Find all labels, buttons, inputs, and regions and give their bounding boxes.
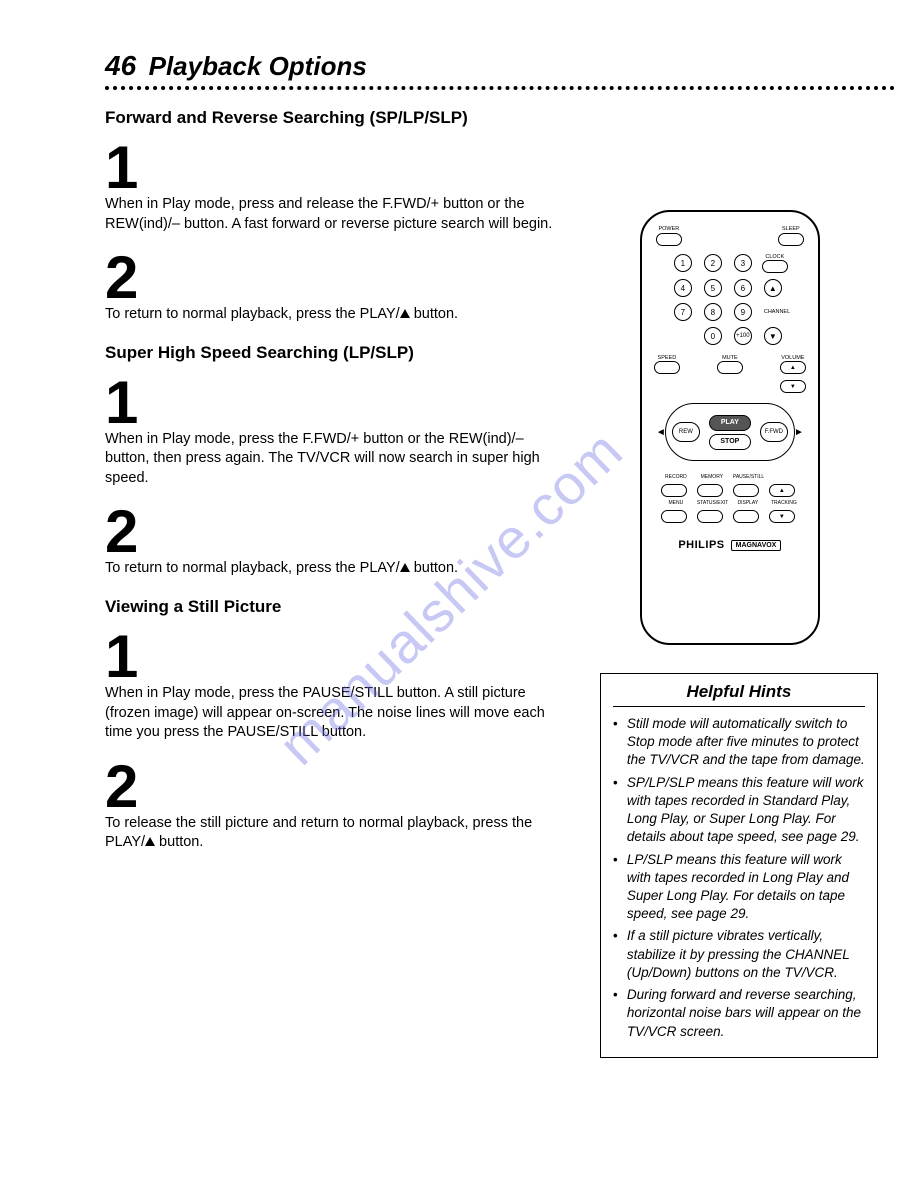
status-label: STATUS/EXIT xyxy=(697,501,727,506)
step-number: 2 xyxy=(105,506,572,557)
channel-label: CHANNEL xyxy=(764,309,786,315)
record-label: RECORD xyxy=(661,475,691,480)
step-text: To return to normal playback, press the … xyxy=(105,305,572,325)
step-text: When in Play mode, press the F.FWD/+ but… xyxy=(105,430,572,489)
instructions-column: Forward and Reverse Searching (SP/LP/SLP… xyxy=(105,100,572,1058)
hint-item: During forward and reverse searching, ho… xyxy=(613,986,865,1041)
tracking-label: TRACKING xyxy=(769,501,799,506)
play-triangle-icon xyxy=(145,837,155,846)
sleep-label: SLEEP xyxy=(782,226,800,232)
play-triangle-icon xyxy=(400,309,410,318)
step-text-pre: To return to normal playback, press the … xyxy=(105,560,400,576)
num-7: 7 xyxy=(674,303,692,321)
transport-dpad: ◄ REW PLAY STOP F.FWD ► xyxy=(665,403,795,461)
step-text-post: button. xyxy=(410,306,458,322)
hint-item: SP/LP/SLP means this feature will work w… xyxy=(613,774,865,847)
page-title: Playback Options xyxy=(149,51,367,81)
num-9: 9 xyxy=(734,303,752,321)
brand-row: PHILIPS MAGNAVOX xyxy=(678,539,781,551)
vol-down: ▼ xyxy=(780,380,806,393)
step-number: 2 xyxy=(105,761,572,812)
ch-up: ▲ xyxy=(764,279,782,297)
hint-item: LP/SLP means this feature will work with… xyxy=(613,851,865,924)
play-triangle-icon xyxy=(400,563,410,572)
step-text: When in Play mode, press and release the… xyxy=(105,195,572,234)
step-number: 1 xyxy=(105,377,572,428)
header-rule xyxy=(105,86,895,90)
content-area: Forward and Reverse Searching (SP/LP/SLP… xyxy=(105,100,878,1058)
sleep-button xyxy=(778,233,804,246)
lower-button-grid: RECORD MEMORY PAUSE/STILL ▲ MENU STATUS/… xyxy=(661,475,799,523)
plus100-button: +100 xyxy=(734,327,752,345)
track-down: ▼ xyxy=(769,510,795,523)
memory-label: MEMORY xyxy=(697,475,727,480)
track-up: ▲ xyxy=(769,484,795,497)
num-0: 0 xyxy=(704,327,722,345)
hints-title: Helpful Hints xyxy=(613,682,865,707)
status-button xyxy=(697,510,723,523)
num-6: 6 xyxy=(734,279,752,297)
pause-label: PAUSE/STILL xyxy=(733,475,763,480)
num-4: 4 xyxy=(674,279,692,297)
step-text-post: button. xyxy=(155,834,203,850)
num-1: 1 xyxy=(674,254,692,272)
left-arrow-icon: ◄ xyxy=(656,427,666,438)
sidebar-column: POWER SLEEP 1 2 3 CLOCK 4 5 6 xyxy=(600,100,878,1058)
brand-philips: PHILIPS xyxy=(678,539,724,551)
speed-button xyxy=(654,361,680,374)
number-pad: 1 2 3 CLOCK 4 5 6 ▲ 7 8 9 CHANNEL 0 +100… xyxy=(674,254,786,345)
page-number: 46 xyxy=(105,50,136,81)
record-button xyxy=(661,484,687,497)
step-text: To release the still picture and return … xyxy=(105,814,572,853)
mute-button xyxy=(717,361,743,374)
step-number: 1 xyxy=(105,631,572,682)
step-text: When in Play mode, press the PAUSE/STILL… xyxy=(105,684,572,743)
step-number: 1 xyxy=(105,142,572,193)
clock-button xyxy=(762,260,788,273)
num-3: 3 xyxy=(734,254,752,272)
blank-label xyxy=(769,475,799,480)
step-number: 2 xyxy=(105,252,572,303)
section-heading: Viewing a Still Picture xyxy=(105,597,572,617)
step-text-post: button. xyxy=(410,560,458,576)
ch-down: ▼ xyxy=(764,327,782,345)
page-header: 46 Playback Options xyxy=(105,50,878,82)
step-text: To return to normal playback, press the … xyxy=(105,559,572,579)
play-button: PLAY xyxy=(709,415,751,431)
helpful-hints-box: Helpful Hints Still mode will automatica… xyxy=(600,673,878,1058)
brand-magnavox: MAGNAVOX xyxy=(731,540,782,551)
num-2: 2 xyxy=(704,254,722,272)
menu-button xyxy=(661,510,687,523)
power-label: POWER xyxy=(658,226,679,232)
hint-item: If a still picture vibrates vertically, … xyxy=(613,927,865,982)
num-8: 8 xyxy=(704,303,722,321)
hints-list: Still mode will automatically switch to … xyxy=(613,715,865,1041)
rew-button: REW xyxy=(672,422,700,442)
ffwd-button: F.FWD xyxy=(760,422,788,442)
step-text-pre: To return to normal playback, press the … xyxy=(105,306,400,322)
hint-item: Still mode will automatically switch to … xyxy=(613,715,865,770)
power-button xyxy=(656,233,682,246)
right-arrow-icon: ► xyxy=(794,427,804,438)
num-5: 5 xyxy=(704,279,722,297)
remote-illustration: POWER SLEEP 1 2 3 CLOCK 4 5 6 xyxy=(640,210,820,645)
section-heading: Super High Speed Searching (LP/SLP) xyxy=(105,343,572,363)
stop-button: STOP xyxy=(709,434,751,450)
memory-button xyxy=(697,484,723,497)
pause-button xyxy=(733,484,759,497)
display-button xyxy=(733,510,759,523)
vol-up: ▲ xyxy=(780,361,806,374)
display-label: DISPLAY xyxy=(733,501,763,506)
section-heading: Forward and Reverse Searching (SP/LP/SLP… xyxy=(105,108,572,128)
menu-label: MENU xyxy=(661,501,691,506)
